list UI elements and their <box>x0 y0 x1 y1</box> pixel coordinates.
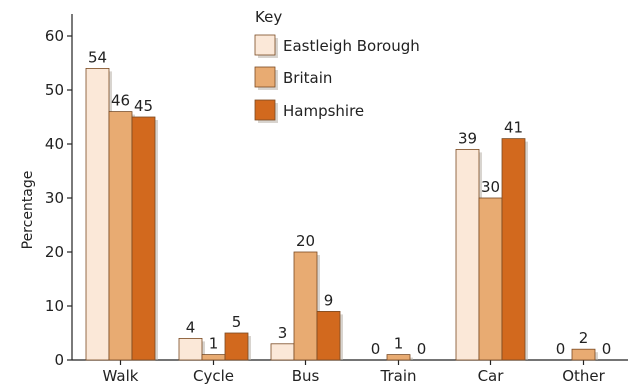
y-tick-label: 40 <box>45 135 64 153</box>
bar <box>478 197 503 361</box>
y-tick-label: 20 <box>45 243 64 261</box>
data-label: 0 <box>556 340 566 358</box>
data-label: 20 <box>296 232 315 250</box>
bar <box>571 348 596 361</box>
y-tick-label: 50 <box>45 81 64 99</box>
data-label: 9 <box>324 291 334 309</box>
bar <box>455 148 480 361</box>
data-label: 54 <box>88 48 107 66</box>
data-label: 4 <box>186 318 196 336</box>
bar <box>108 111 133 361</box>
data-label: 3 <box>278 324 288 342</box>
x-tick-label: Train <box>380 367 417 385</box>
data-label: 1 <box>209 335 219 353</box>
bar <box>316 310 341 361</box>
data-label: 1 <box>394 335 404 353</box>
legend-swatch <box>254 34 276 56</box>
data-label: 2 <box>579 329 589 347</box>
x-tick-label: Walk <box>103 367 139 385</box>
data-label: 39 <box>458 129 477 147</box>
legend-swatch <box>254 66 276 88</box>
x-tick-label: Other <box>562 367 605 385</box>
bar <box>85 68 110 361</box>
legend-swatch <box>254 99 276 121</box>
data-label: 41 <box>504 119 523 137</box>
legend-label: Hampshire <box>283 102 364 120</box>
bar <box>270 343 295 361</box>
legend-label: Eastleigh Borough <box>283 37 420 55</box>
chart-bars <box>85 68 598 361</box>
y-tick-label: 10 <box>45 297 64 315</box>
x-tick-label: Cycle <box>193 367 234 385</box>
data-label: 0 <box>602 340 612 358</box>
x-tick-label: Bus <box>292 367 320 385</box>
bar <box>386 354 411 361</box>
data-label: 5 <box>232 313 242 331</box>
x-tick-label: Car <box>478 367 505 385</box>
bar <box>201 354 226 361</box>
data-label: 30 <box>481 178 500 196</box>
data-label: 0 <box>417 340 427 358</box>
bar <box>293 251 318 361</box>
y-tick-label: 60 <box>45 27 64 45</box>
data-label: 0 <box>371 340 381 358</box>
y-axis-title: Percentage <box>20 171 36 250</box>
legend-label: Britain <box>283 69 332 87</box>
bar <box>131 116 156 361</box>
bar <box>501 138 526 361</box>
legend-title: Key <box>255 8 282 26</box>
data-label: 46 <box>111 92 130 110</box>
bar <box>224 332 249 361</box>
y-tick-label: 0 <box>54 351 64 369</box>
data-label: 45 <box>134 97 153 115</box>
y-tick-label: 30 <box>45 189 64 207</box>
bar <box>178 337 203 361</box>
